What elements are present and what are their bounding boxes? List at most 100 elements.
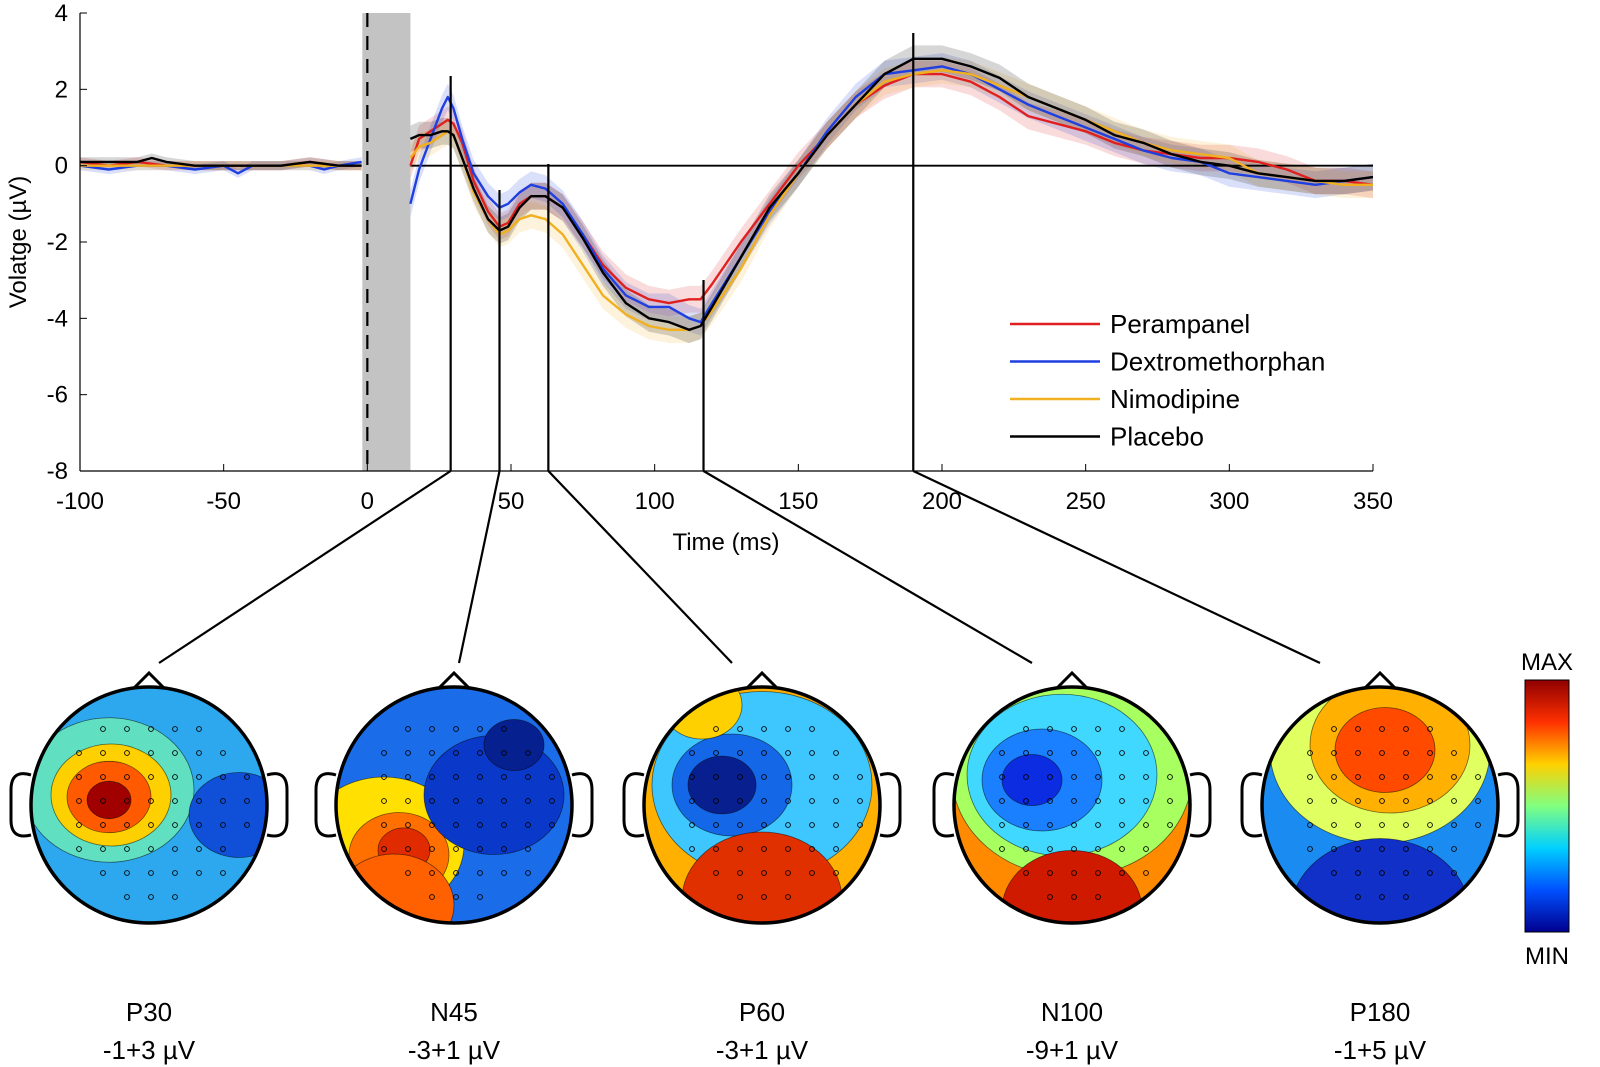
electrode-dot [525, 798, 531, 804]
electrode-dot [1167, 774, 1173, 780]
electrode-dot [124, 726, 130, 732]
electrode-dot [785, 822, 791, 828]
colorbar-max-label: MAX [1521, 649, 1573, 676]
electrode-dot [1403, 822, 1409, 828]
electrode-dot [857, 774, 863, 780]
series-ribbon-nimodipine [410, 56, 1373, 344]
axes: -100 -50 0 50 100 150 200 250 300 350 -8 -6 -4 -2 0 2 4… [5, 0, 1393, 556]
electrode-dot [429, 750, 435, 756]
electrode-dot [1451, 822, 1457, 828]
electrode-dot [405, 822, 411, 828]
electrode-dot [689, 798, 695, 804]
electrode-dot [429, 822, 435, 828]
electrode-dot [1427, 774, 1433, 780]
electrode-dot [1143, 774, 1149, 780]
electrode-dot [1143, 750, 1149, 756]
electrode-dot [1475, 822, 1481, 828]
electrode-dot [785, 750, 791, 756]
electrode-dot [833, 798, 839, 804]
electrode-dot [737, 870, 743, 876]
electrode-dot [76, 846, 82, 852]
electrode-dot [1451, 750, 1457, 756]
electrode-dot [1023, 846, 1029, 852]
electrode-dot [100, 798, 106, 804]
electrode-dot [100, 846, 106, 852]
electrode-dot [737, 774, 743, 780]
electrode-dot [833, 774, 839, 780]
electrode-dot [453, 822, 459, 828]
electrode-dot [1167, 822, 1173, 828]
electrode-dot [124, 846, 130, 852]
electrode-dot [1095, 846, 1101, 852]
electrode-dot [1355, 750, 1361, 756]
electrode-dot [1095, 798, 1101, 804]
y-axis-label: Volatge (µV) [5, 176, 32, 309]
electrode-dot [1143, 798, 1149, 804]
electrode-dot [477, 870, 483, 876]
series-line-perampanel [409, 72, 1373, 305]
topomap-n45 [314, 670, 594, 925]
electrode-dot [785, 894, 791, 900]
electrode-dot [1403, 894, 1409, 900]
electrode-dot [549, 774, 555, 780]
electrode-dot [1355, 894, 1361, 900]
electrode-dot [833, 750, 839, 756]
scalp-outline [29, 685, 269, 925]
electrode-dot [405, 870, 411, 876]
nose-icon [434, 670, 474, 693]
electrode-dot [1143, 822, 1149, 828]
electrode-dot [1427, 870, 1433, 876]
topomap-p180 [1240, 670, 1520, 925]
electrode-dot [1047, 798, 1053, 804]
electrode-dot [1023, 774, 1029, 780]
electrode-dot [1143, 846, 1149, 852]
right-ear-icon [266, 772, 289, 838]
electrode-dot [761, 822, 767, 828]
electrode-dot [713, 870, 719, 876]
electrode-dot [381, 798, 387, 804]
electrode-dot [501, 870, 507, 876]
electrode-dot [124, 894, 130, 900]
electrode-dot [1331, 726, 1337, 732]
right-ear-icon [571, 772, 594, 838]
electrode-dot [1427, 846, 1433, 852]
electrode-dot [785, 846, 791, 852]
electrode-dot [525, 870, 531, 876]
x-ticks: -100 -50 0 50 100 150 200 250 300 350 [56, 464, 1393, 515]
electrode-dot [429, 726, 435, 732]
electrode-dot [1047, 894, 1053, 900]
electrode-dot [501, 774, 507, 780]
electrode-dot [1331, 870, 1337, 876]
electrode-dot [1023, 798, 1029, 804]
series-line-placebo [409, 57, 1373, 331]
electrode-dot [220, 774, 226, 780]
topomap-n100 [932, 670, 1212, 925]
electrode-dot [689, 822, 695, 828]
electrode-dot [1379, 798, 1385, 804]
electrode-dot [1047, 750, 1053, 756]
electrode-dot [453, 870, 459, 876]
electrode-dot [737, 798, 743, 804]
electrode-dot [124, 798, 130, 804]
electrode-dot [999, 750, 1005, 756]
electrode-dot [1047, 822, 1053, 828]
electrode-dot [809, 846, 815, 852]
field-contour [1289, 838, 1471, 923]
electrode-dot [453, 894, 459, 900]
artifact-window [362, 13, 411, 471]
x-tick-label: 150 [778, 488, 818, 515]
electrode-dot [1023, 726, 1029, 732]
electrode-dot [244, 822, 250, 828]
y-ticks: -8 -6 -4 -2 0 2 4 [47, 0, 87, 485]
topomap-p30 [9, 670, 289, 925]
electrode-dot [999, 846, 1005, 852]
colorbar: MAX MIN [1521, 649, 1573, 970]
electrode-dot [1403, 798, 1409, 804]
scalp-outline [952, 685, 1192, 925]
electrode-dot [1403, 870, 1409, 876]
electrode-dot [1307, 750, 1313, 756]
nose-icon [129, 670, 169, 693]
electrode-dot [785, 870, 791, 876]
electrode-dot [196, 750, 202, 756]
electrode-dot [453, 846, 459, 852]
